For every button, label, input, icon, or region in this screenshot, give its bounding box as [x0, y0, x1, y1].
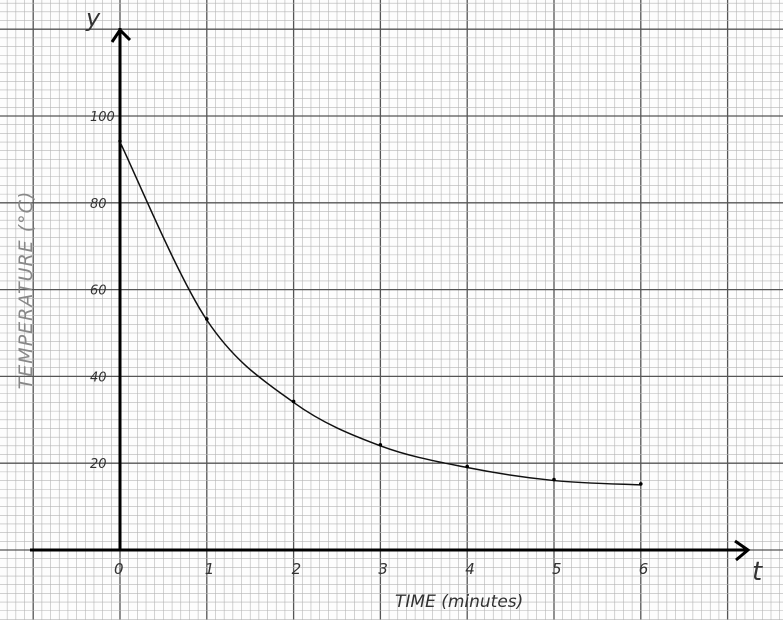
- data-point: [205, 317, 209, 321]
- x-tick-label: 5: [552, 560, 562, 578]
- data-point: [118, 139, 122, 143]
- x-tick-label: 6: [639, 560, 649, 578]
- data-points: [118, 139, 643, 486]
- x-tick-label: 2: [292, 560, 302, 578]
- x-tick-label: 3: [378, 560, 388, 578]
- y-tick-label: 40: [90, 370, 107, 385]
- data-point: [378, 443, 383, 447]
- y-tick-label: 80: [90, 197, 107, 212]
- x-axis-label: TIME (minutes): [395, 592, 523, 612]
- x-axis-arrow-icon: [734, 539, 751, 562]
- x-tick-label: 4: [465, 560, 475, 578]
- tick-labels: 0 1 2 3 4 5 6 20 40 60 80 100: [90, 110, 648, 578]
- y-axis-arrow-icon: [110, 27, 132, 43]
- axes: y t: [30, 4, 763, 587]
- y-tick-label: 20: [90, 457, 107, 472]
- y-tick-label: 100: [90, 110, 115, 125]
- y-axis-label: TEMPERATURE (°C): [15, 191, 37, 390]
- y-axis-symbol: y: [85, 4, 101, 32]
- x-tick-label: 0: [114, 560, 124, 578]
- data-point: [639, 482, 643, 486]
- y-tick-label: 60: [90, 284, 107, 299]
- data-point: [291, 399, 296, 404]
- x-axis-symbol: t: [752, 557, 763, 587]
- data-point: [465, 464, 470, 469]
- data-point: [552, 477, 556, 482]
- x-tick-label: 1: [205, 560, 215, 578]
